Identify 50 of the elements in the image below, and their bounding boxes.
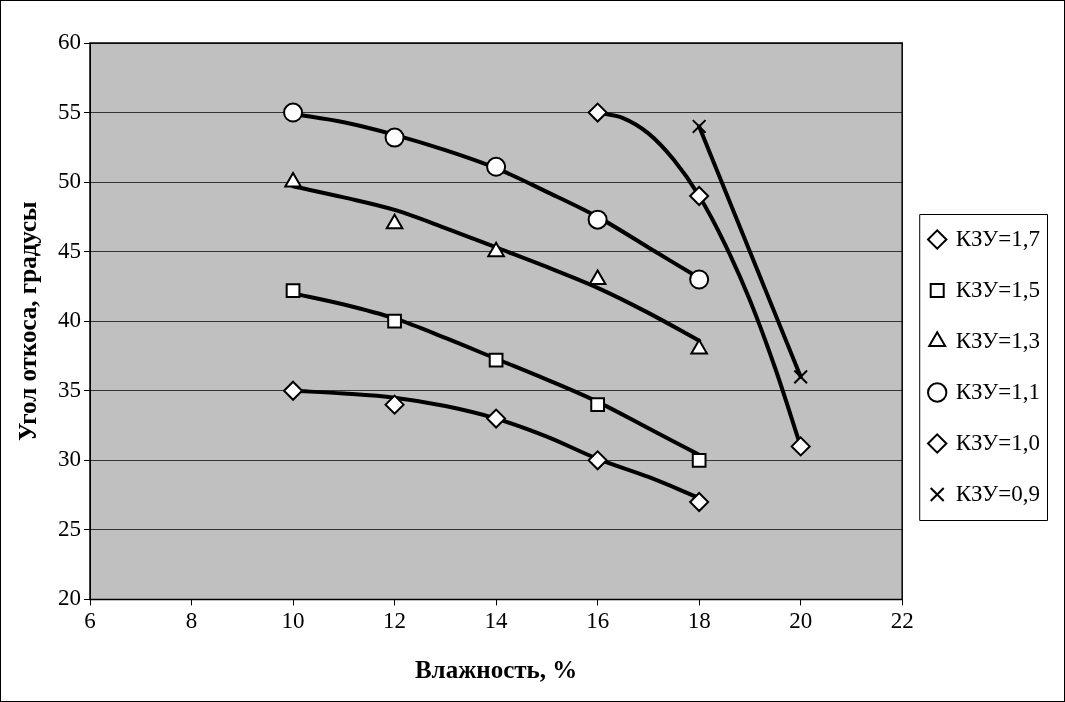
y-tick-label: 50 bbox=[58, 168, 81, 194]
point bbox=[385, 213, 404, 230]
point bbox=[691, 452, 707, 468]
point bbox=[486, 156, 507, 177]
point bbox=[486, 408, 507, 429]
legend-label: КЗУ=1,3 bbox=[955, 327, 1040, 353]
x-tick-label: 14 bbox=[484, 608, 509, 634]
x-tick-label: 10 bbox=[281, 608, 305, 634]
point bbox=[587, 209, 608, 230]
y-tick-label: 55 bbox=[58, 98, 81, 124]
point bbox=[689, 492, 710, 513]
point bbox=[283, 102, 304, 123]
legend-label: КЗУ=1,1 bbox=[955, 378, 1040, 404]
x-tick-label: 16 bbox=[586, 608, 610, 634]
point bbox=[587, 102, 608, 123]
point bbox=[284, 172, 302, 188]
x-tick-label: 12 bbox=[383, 608, 407, 634]
y-tick-label: 45 bbox=[58, 237, 81, 263]
legend-label: КЗУ=1,5 bbox=[955, 276, 1040, 302]
y-tick-label: 60 bbox=[58, 29, 81, 55]
x-tick-label: 6 bbox=[84, 608, 96, 634]
x-tick-label: 22 bbox=[890, 608, 914, 634]
point bbox=[283, 380, 304, 401]
y-tick-label: 40 bbox=[58, 307, 81, 333]
legend-label: КЗУ=1,7 bbox=[955, 225, 1040, 251]
x-tick-label: 18 bbox=[687, 608, 711, 634]
point bbox=[387, 313, 402, 329]
point bbox=[790, 436, 811, 457]
point bbox=[587, 450, 608, 471]
point bbox=[590, 397, 605, 413]
y-tick-label: 35 bbox=[58, 376, 81, 402]
x-tick-label: 20 bbox=[789, 608, 813, 634]
point bbox=[487, 241, 505, 258]
point bbox=[691, 119, 707, 134]
legend-label: КЗУ=0,9 bbox=[955, 480, 1040, 506]
point bbox=[384, 127, 405, 148]
x-axis-title: Влажность, % bbox=[414, 656, 578, 684]
y-tick-label: 20 bbox=[58, 585, 81, 611]
legend-label: КЗУ=1,0 bbox=[955, 429, 1040, 455]
x-tick-label: 8 bbox=[185, 608, 198, 634]
point bbox=[689, 269, 710, 290]
y-tick-label: 25 bbox=[58, 515, 81, 541]
y-axis-title: Угол откоса, градусы bbox=[14, 201, 42, 442]
y-tick-label: 30 bbox=[58, 446, 81, 472]
point bbox=[793, 369, 809, 385]
point bbox=[690, 339, 708, 355]
point bbox=[488, 352, 504, 368]
point bbox=[384, 394, 405, 415]
point bbox=[689, 186, 710, 207]
point bbox=[285, 283, 301, 298]
